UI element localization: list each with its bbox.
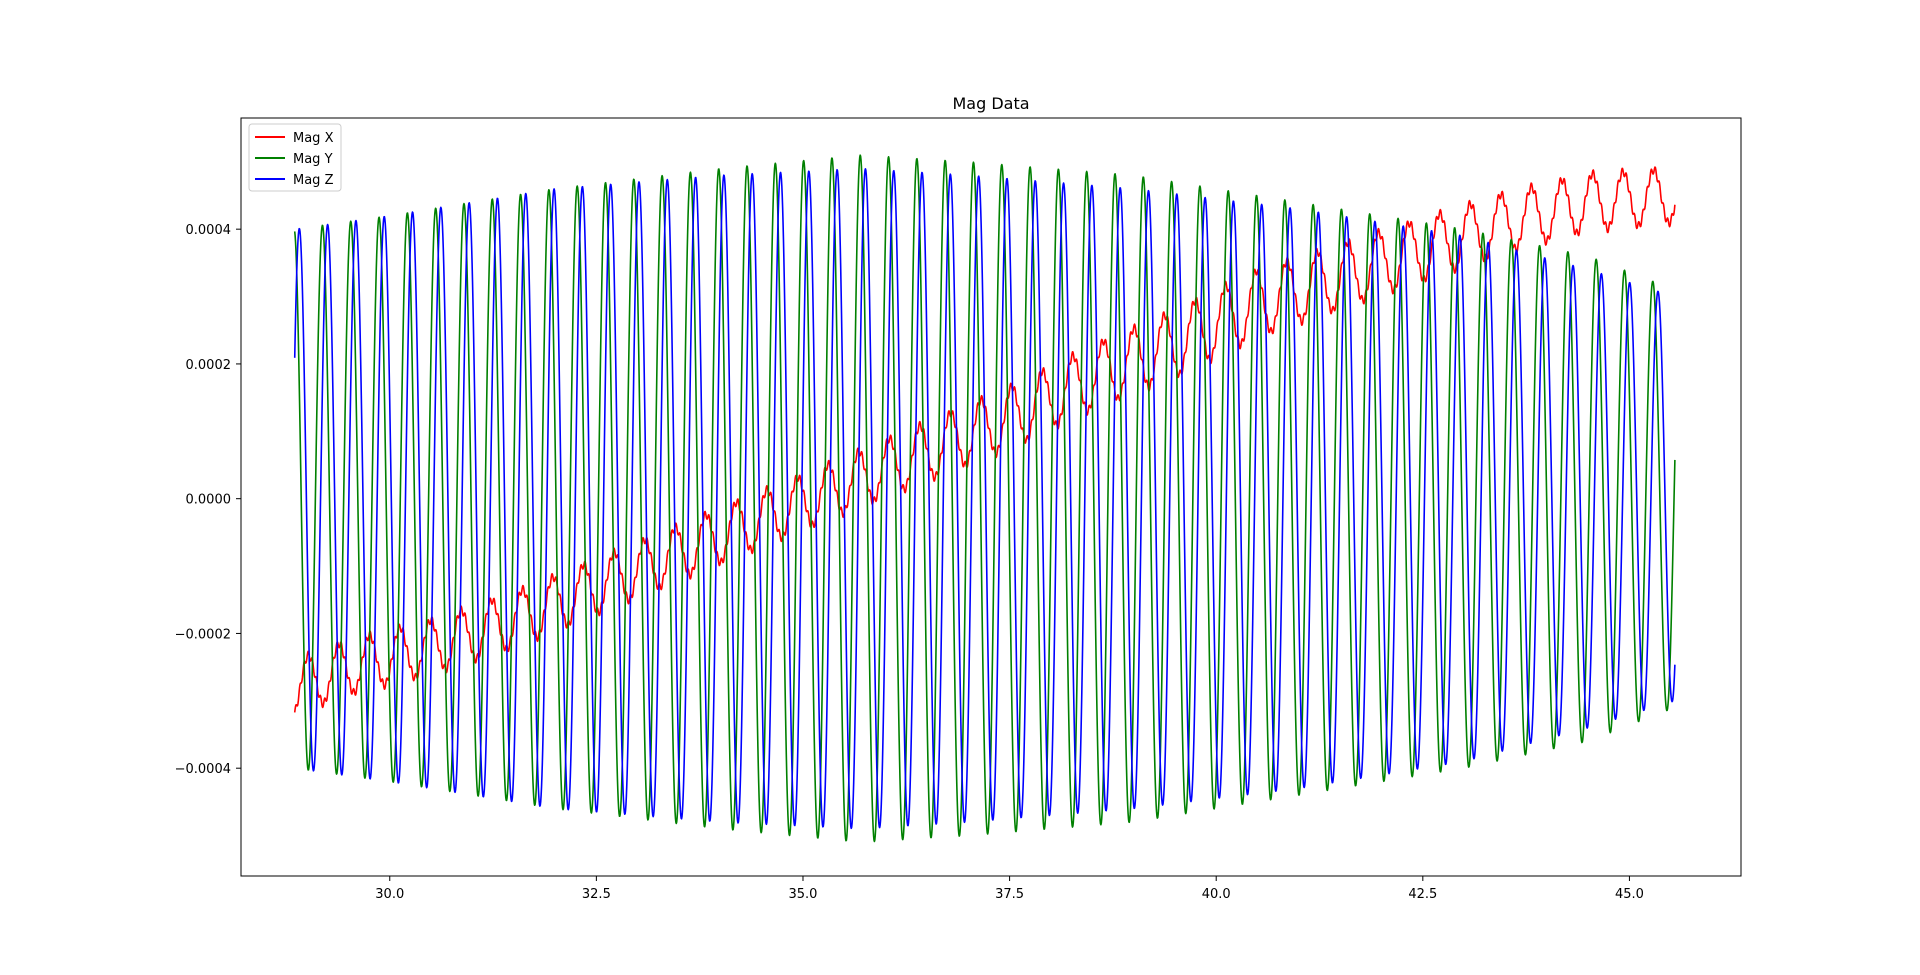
x-tick-label: 30.0	[375, 887, 404, 902]
series-line-mag-z	[293, 168, 1676, 830]
y-tick-label: 0.0002	[186, 358, 232, 373]
x-tick-label: 45.0	[1615, 887, 1644, 902]
x-tick-label: 40.0	[1202, 887, 1231, 902]
legend-box	[248, 123, 342, 192]
plot-frame	[240, 117, 1742, 877]
legend-label: Mag Z	[293, 173, 334, 188]
x-tick-label: 35.0	[789, 887, 818, 902]
x-tick-label: 32.5	[582, 887, 611, 902]
chart-title: Mag Data	[952, 94, 1029, 113]
y-axis: 0.0004 0.0002 0.0000 −0.0002 −0.0004	[175, 223, 241, 777]
legend: Mag X Mag Y Mag Z	[248, 123, 342, 192]
series-layer	[293, 154, 1676, 843]
x-axis: 30.0 32.5 35.0 37.5 40.0 42.5 45.0	[375, 876, 1644, 902]
legend-label: Mag X	[293, 131, 334, 146]
y-tick-label: −0.0004	[175, 762, 231, 777]
y-tick-label: 0.0000	[186, 493, 232, 508]
legend-label: Mag Y	[293, 152, 333, 167]
x-tick-label: 42.5	[1408, 887, 1437, 902]
x-tick-label: 37.5	[995, 887, 1024, 902]
y-tick-label: −0.0002	[175, 627, 231, 642]
series-line-mag-y	[293, 154, 1676, 843]
y-tick-label: 0.0004	[186, 223, 232, 238]
